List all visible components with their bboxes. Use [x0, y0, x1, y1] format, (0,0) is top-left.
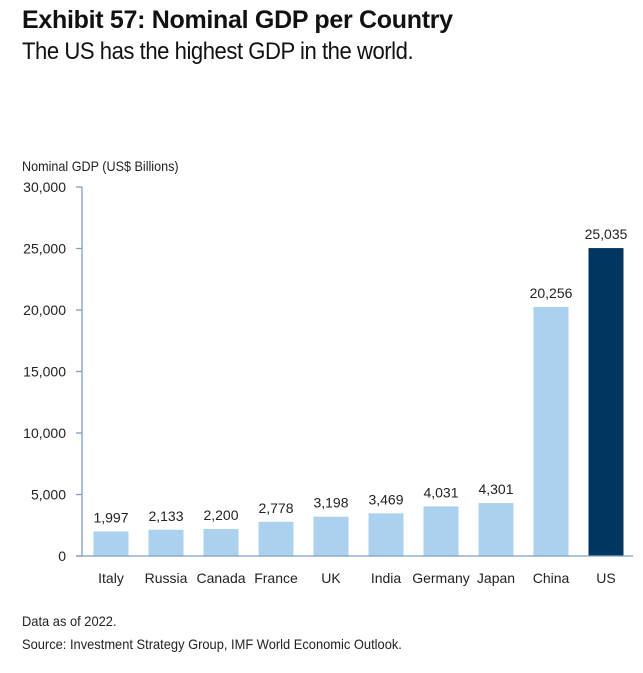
- y-tick-label: 10,000: [23, 425, 66, 441]
- x-tick-label-france: France: [254, 570, 298, 586]
- data-note: Data as of 2022.: [22, 613, 117, 629]
- chart-title: Exhibit 57: Nominal GDP per Country: [22, 6, 453, 34]
- data-label-us: 25,035: [585, 226, 628, 242]
- chart-subtitle: The US has the highest GDP in the world.: [22, 38, 414, 65]
- bar-italy: [93, 531, 129, 556]
- bar-russia: [148, 529, 184, 556]
- y-tick-label: 5,000: [31, 487, 66, 503]
- y-tick-label: 25,000: [23, 241, 66, 257]
- data-label-italy: 1,997: [93, 509, 128, 525]
- x-tick-label-russia: Russia: [145, 570, 188, 586]
- bar-us: [588, 248, 624, 556]
- data-labels: 1,997 2,133 2,200 2,778 3,198 3,469 4,031 4,301…: [93, 226, 627, 525]
- y-tick-label: 0: [58, 548, 66, 564]
- x-axis-labels: Italy Russia Canada France UK India Germany Jap…: [98, 570, 616, 586]
- x-tick-label-china: China: [533, 570, 570, 586]
- x-tick-label-canada: Canada: [196, 570, 245, 586]
- y-axis-ticks: 0 5,000 10,000 15,000 20,000 25,000 30,000: [23, 179, 82, 564]
- data-label-germany: 4,031: [423, 484, 458, 500]
- bar-canada: [203, 528, 239, 556]
- source-note: Source: Investment Strategy Group, IMF W…: [22, 636, 402, 652]
- bar-uk: [313, 516, 349, 556]
- bar-china: [533, 306, 569, 556]
- y-tick-label: 15,000: [23, 364, 66, 380]
- x-tick-label-us: US: [596, 570, 615, 586]
- data-label-canada: 2,200: [203, 507, 238, 523]
- x-tick-label-germany: Germany: [412, 570, 470, 586]
- bar-japan: [478, 503, 514, 556]
- x-tick-label-uk: UK: [321, 570, 341, 586]
- x-tick-label-india: India: [371, 570, 402, 586]
- data-label-japan: 4,301: [478, 481, 513, 497]
- y-axis-label: Nominal GDP (US$ Billions): [22, 158, 179, 174]
- bars: [93, 248, 624, 556]
- data-label-russia: 2,133: [148, 508, 183, 524]
- bar-france: [258, 521, 294, 556]
- y-tick-label: 20,000: [23, 302, 66, 318]
- data-label-uk: 3,198: [313, 495, 348, 511]
- data-label-india: 3,469: [368, 491, 403, 507]
- data-label-france: 2,778: [258, 500, 293, 516]
- bar-germany: [423, 506, 459, 556]
- x-tick-label-italy: Italy: [98, 570, 124, 586]
- y-tick-label: 30,000: [23, 179, 66, 195]
- bar-india: [368, 513, 404, 556]
- bar-chart: 0 5,000 10,000 15,000 20,000 25,000 30,000 1,9…: [23, 179, 633, 586]
- data-label-china: 20,256: [530, 285, 573, 301]
- x-tick-label-japan: Japan: [477, 570, 515, 586]
